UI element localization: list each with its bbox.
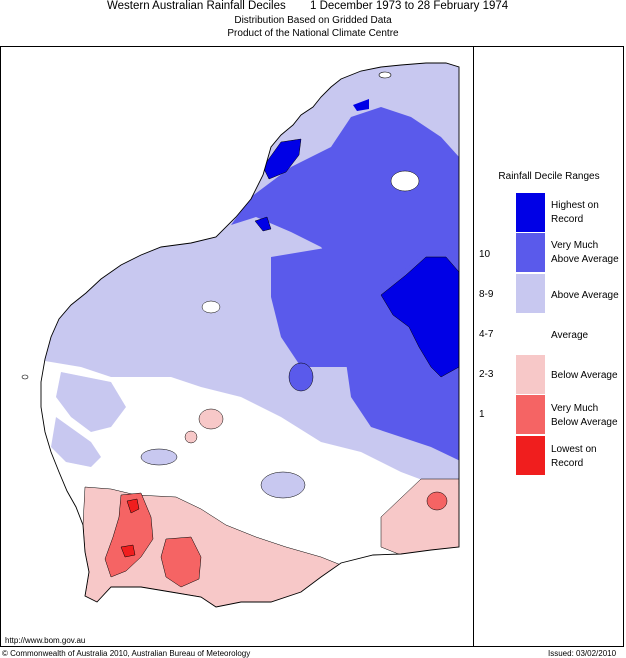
legend-divider bbox=[473, 46, 474, 647]
region-lowest-west bbox=[126, 498, 140, 514]
patch-below-northeast-goldfields bbox=[458, 472, 459, 494]
patch-above-eucla bbox=[140, 448, 178, 466]
region-below-average-southeast bbox=[380, 478, 459, 556]
region-highest-kimberley bbox=[353, 99, 369, 111]
patch-below-inland bbox=[198, 408, 224, 430]
footer-url[interactable]: http://www.bom.gov.au bbox=[5, 636, 86, 645]
footer-issued: Issued: 03/02/2010 bbox=[548, 649, 617, 658]
patch-above-south-east bbox=[260, 471, 306, 499]
region-very-much-below-central bbox=[160, 536, 202, 588]
legend-swatch-lowest bbox=[516, 436, 545, 475]
patch-below-goldfields bbox=[184, 430, 198, 444]
region-above-average-south bbox=[56, 372, 126, 432]
patch-very-much-below-east bbox=[426, 491, 448, 511]
legend-range-10: 10 bbox=[479, 249, 491, 260]
region-very-much-below-west bbox=[104, 492, 154, 578]
title-region: Western Australian Rainfall Deciles bbox=[107, 0, 286, 12]
legend-swatch-average bbox=[516, 314, 545, 353]
region-highest-north-west bbox=[262, 138, 302, 180]
title-period: 1 December 1973 to 28 February 1974 bbox=[310, 0, 509, 12]
legend-swatch-very-much-below bbox=[516, 395, 545, 434]
legend-swatch-below bbox=[516, 355, 545, 394]
legend-range-1: 1 bbox=[479, 409, 485, 420]
region-lowest-south bbox=[120, 544, 136, 558]
legend-label-highest: Highest on Record bbox=[551, 200, 599, 225]
region-highest-pilbara bbox=[254, 216, 272, 232]
legend-label-below: Below Average bbox=[551, 370, 618, 381]
legend-label-very-much-below: Very Much Below Average bbox=[551, 403, 618, 428]
decile-regions bbox=[41, 63, 459, 607]
rainfall-decile-map bbox=[21, 62, 460, 608]
region-highest-east bbox=[380, 256, 459, 378]
subtitle-product: Product of the National Climate Centre bbox=[227, 28, 399, 39]
legend-swatch-above bbox=[516, 274, 545, 313]
map-frame bbox=[0, 46, 624, 647]
legend-label-above: Above Average bbox=[551, 290, 619, 301]
map-title: Western Australian Rainfall Deciles 1 De… bbox=[0, 0, 626, 14]
island-west bbox=[21, 374, 29, 380]
legend-range-4-7: 4-7 bbox=[479, 329, 494, 340]
legend-label-lowest: Lowest on Record bbox=[551, 444, 597, 469]
patch-average-kimberley bbox=[390, 170, 420, 192]
patch-above-central bbox=[288, 362, 314, 392]
legend-label-very-much-above: Very Much Above Average bbox=[551, 240, 619, 265]
legend-range-2-3: 2-3 bbox=[479, 369, 494, 380]
subtitle-distribution: Distribution Based on Gridded Data bbox=[234, 15, 392, 26]
legend-title: Rainfall Decile Ranges bbox=[498, 171, 600, 182]
island-north bbox=[378, 71, 392, 79]
patch-average-pilbara bbox=[201, 300, 221, 314]
legend-swatch-highest bbox=[516, 193, 545, 232]
footer-copyright: © Commonwealth of Australia 2010, Austra… bbox=[2, 649, 251, 658]
legend-swatch-very-much-above bbox=[516, 233, 545, 272]
legend-range-8-9: 8-9 bbox=[479, 289, 494, 300]
legend-label-average: Average bbox=[551, 330, 589, 341]
region-above-average-southwest bbox=[51, 417, 101, 467]
